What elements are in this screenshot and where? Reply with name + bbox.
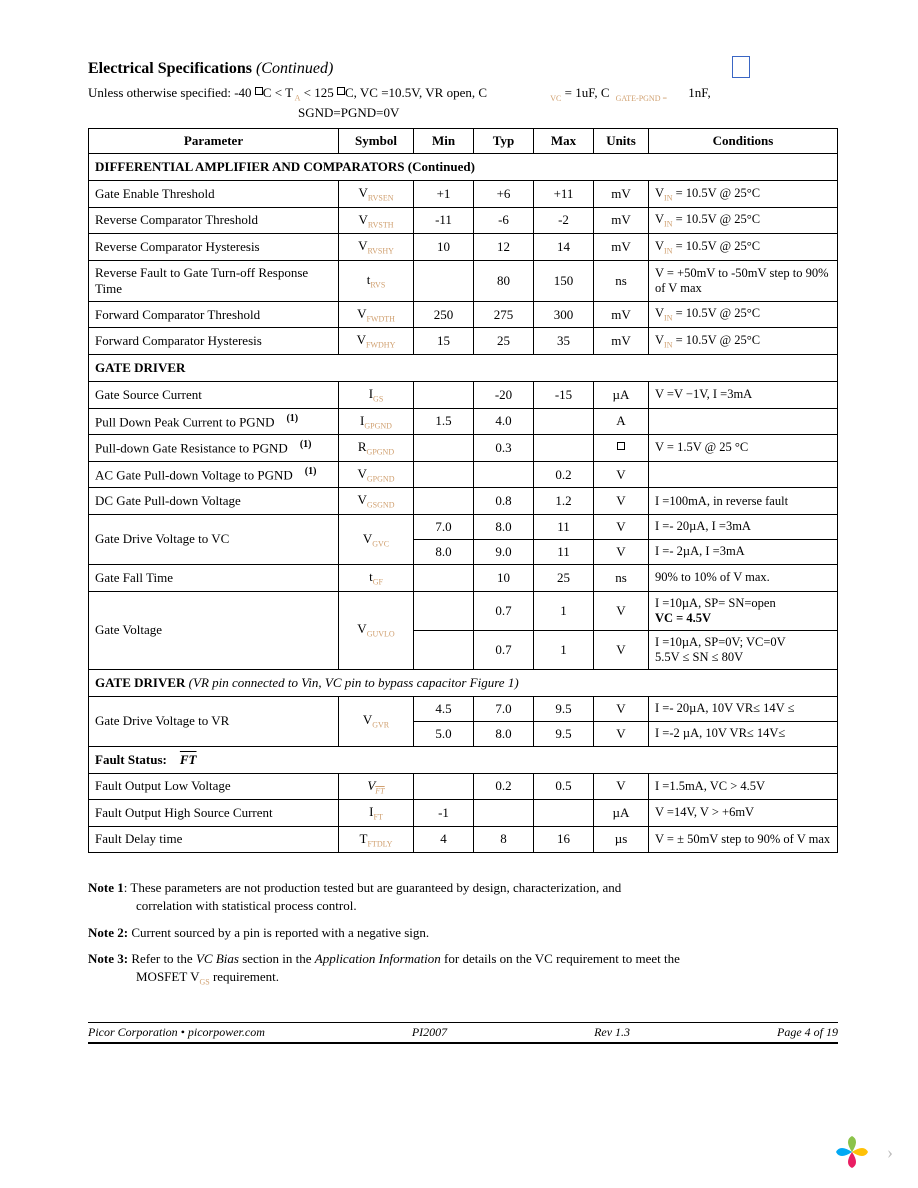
table-row: Reverse Fault to Gate Turn-off Response … (89, 260, 838, 301)
table-row: Reverse Comparator Hysteresis VRVSHY 101… (89, 234, 838, 261)
table-row: Gate Fall Time tGF 1025ns 90% to 10% of … (89, 564, 838, 591)
col-symbol: Symbol (339, 128, 414, 153)
table-header-row: Parameter Symbol Min Typ Max Units Condi… (89, 128, 838, 153)
section-gate-driver: GATE DRIVER (89, 354, 838, 381)
title-main: Electrical Specifications (88, 60, 256, 77)
condition-line-1: Unless otherwise specified: -40 C < T A … (88, 84, 838, 122)
table-row: Fault Output High Source Current IFT -1µ… (89, 800, 838, 827)
pager: › (834, 1134, 900, 1170)
header-square-glyph (732, 56, 750, 78)
next-page-button[interactable]: › (880, 1138, 900, 1166)
table-row: Gate Drive Voltage to VR VGVR 4.57.09.5V… (89, 696, 838, 721)
section-diff-amp: DIFFERENTIAL AMPLIFIER AND COMPARATORS (… (89, 153, 838, 180)
col-conditions: Conditions (649, 128, 838, 153)
table-row: Gate Source Current IGS -20-15µA V =V −1… (89, 381, 838, 408)
note-1: Note 1: These parameters are not product… (88, 879, 838, 915)
note-2: Note 2: Current sourced by a pin is repo… (88, 924, 838, 942)
page-footer: Picor Corporation • picorpower.com PI200… (88, 1022, 838, 1044)
footer-page: Page 4 of 19 (777, 1025, 838, 1040)
table-row: Gate Voltage VGUVLO 0.71V I =10µA, SP= S… (89, 591, 838, 630)
table-row: Forward Comparator Hysteresis VFWDHY 152… (89, 328, 838, 355)
section-title: Electrical Specifications (Continued) (88, 60, 838, 78)
col-typ: Typ (474, 128, 534, 153)
footer-rev: Rev 1.3 (594, 1025, 630, 1040)
table-row: AC Gate Pull-down Voltage to PGND(1) VGP… (89, 461, 838, 488)
footer-product: PI2007 (412, 1025, 447, 1040)
spec-table: Parameter Symbol Min Typ Max Units Condi… (88, 128, 838, 853)
col-units: Units (594, 128, 649, 153)
pinwheel-icon (834, 1134, 870, 1170)
table-row: Reverse Comparator Threshold VRVSTH -11-… (89, 207, 838, 234)
section-gate-driver-vr: GATE DRIVER (VR pin connected to Vin, VC… (89, 669, 838, 696)
table-row: Forward Comparator Threshold VFWDTH 2502… (89, 301, 838, 328)
col-min: Min (414, 128, 474, 153)
table-row: Fault Output Low Voltage VFT 0.20.5V I =… (89, 773, 838, 800)
table-row: Fault Delay time TFTDLY 4816µs V = ± 50m… (89, 826, 838, 853)
col-max: Max (534, 128, 594, 153)
table-row: Pull-down Gate Resistance to PGND(1) RGP… (89, 435, 838, 462)
table-row: Gate Enable Threshold VRVSEN +1+6+11mV V… (89, 180, 838, 207)
title-continued: (Continued) (256, 60, 333, 77)
table-row: DC Gate Pull-down Voltage VGSGND 0.81.2V… (89, 488, 838, 515)
table-row: Gate Drive Voltage to VC VGVC 7.08.011V … (89, 514, 838, 539)
col-parameter: Parameter (89, 128, 339, 153)
note-3: Note 3: Refer to the VC Bias section in … (88, 950, 838, 988)
table-row: Pull Down Peak Current to PGND(1) IGPGND… (89, 408, 838, 435)
footer-left: Picor Corporation • picorpower.com (88, 1025, 265, 1040)
section-fault-status: Fault Status: FT (89, 746, 838, 773)
condition-line-2: SGND=PGND=0V (298, 105, 399, 120)
